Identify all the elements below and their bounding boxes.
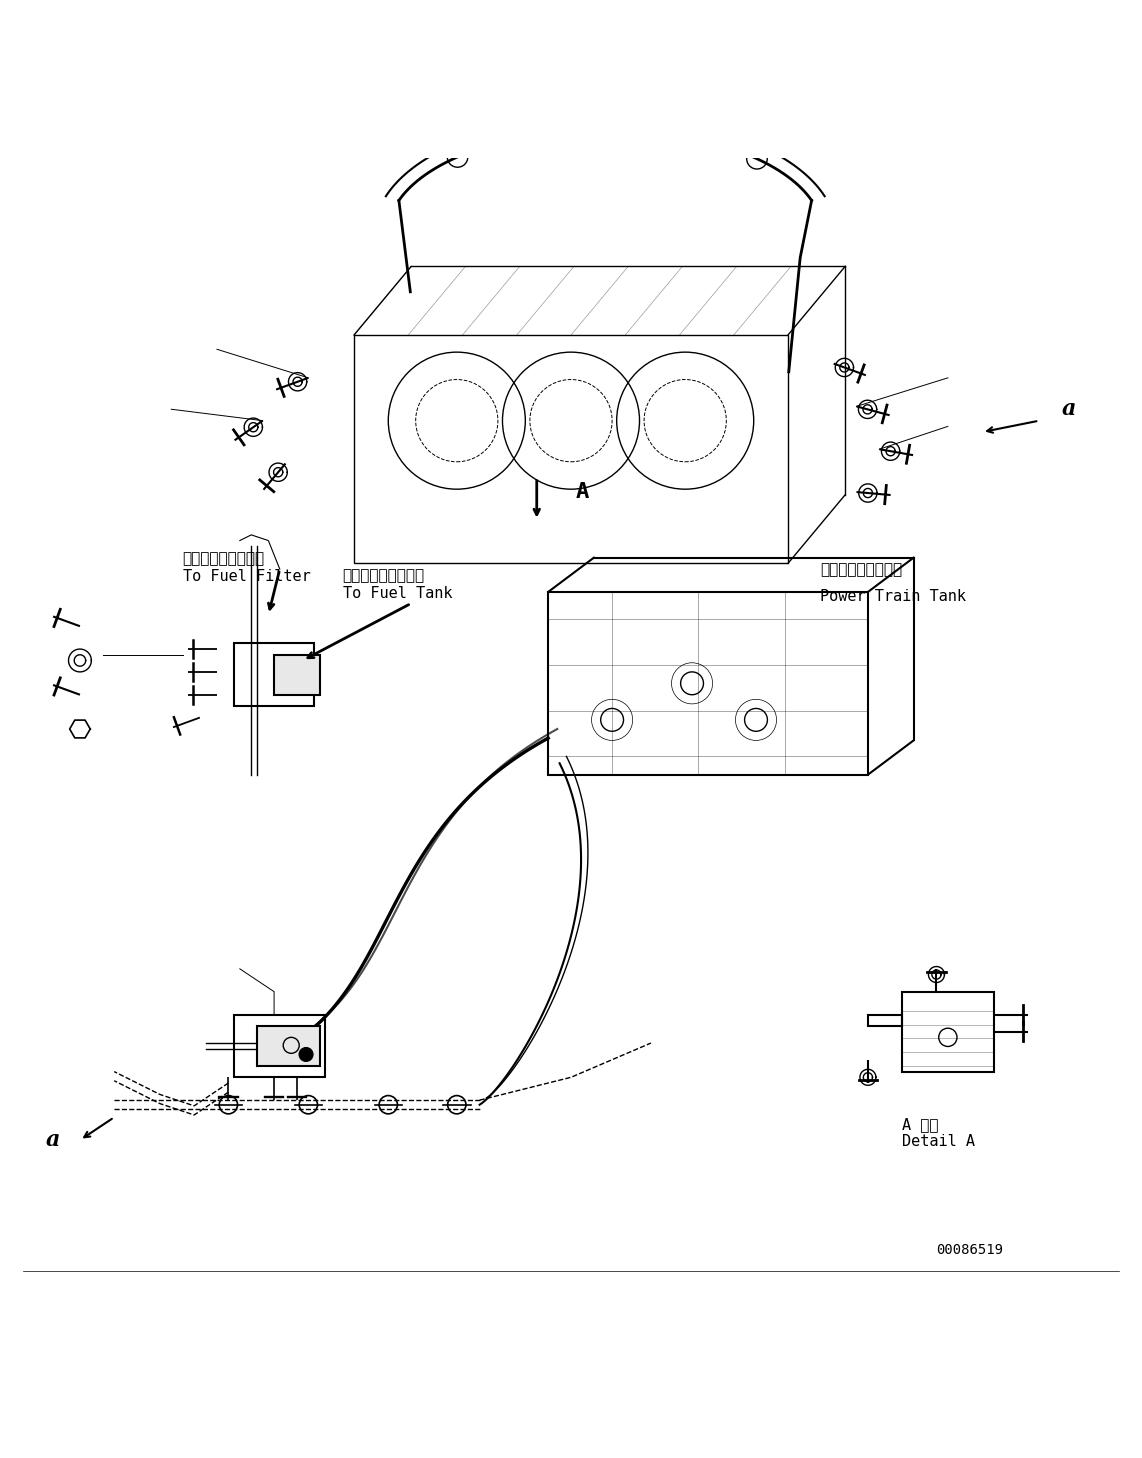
Text: To Fuel Filter: To Fuel Filter — [183, 569, 311, 583]
Text: パワートレンタンク: パワートレンタンク — [820, 561, 902, 577]
Text: A 詳細: A 詳細 — [902, 1117, 939, 1131]
Text: a: a — [46, 1128, 61, 1150]
Polygon shape — [274, 655, 320, 695]
Text: a: a — [1062, 398, 1077, 420]
Polygon shape — [257, 1026, 320, 1066]
Text: 00086519: 00086519 — [936, 1244, 1004, 1257]
Text: Power Train Tank: Power Train Tank — [820, 589, 966, 604]
Text: Detail A: Detail A — [902, 1134, 975, 1149]
Text: A: A — [576, 483, 589, 502]
Text: To Fuel Tank: To Fuel Tank — [343, 586, 452, 601]
Circle shape — [299, 1048, 313, 1061]
Text: フェエルフィルタへ: フェエルフィルタへ — [183, 551, 265, 566]
Text: フェエルフィルタへ: フェエルフィルタへ — [343, 569, 425, 583]
